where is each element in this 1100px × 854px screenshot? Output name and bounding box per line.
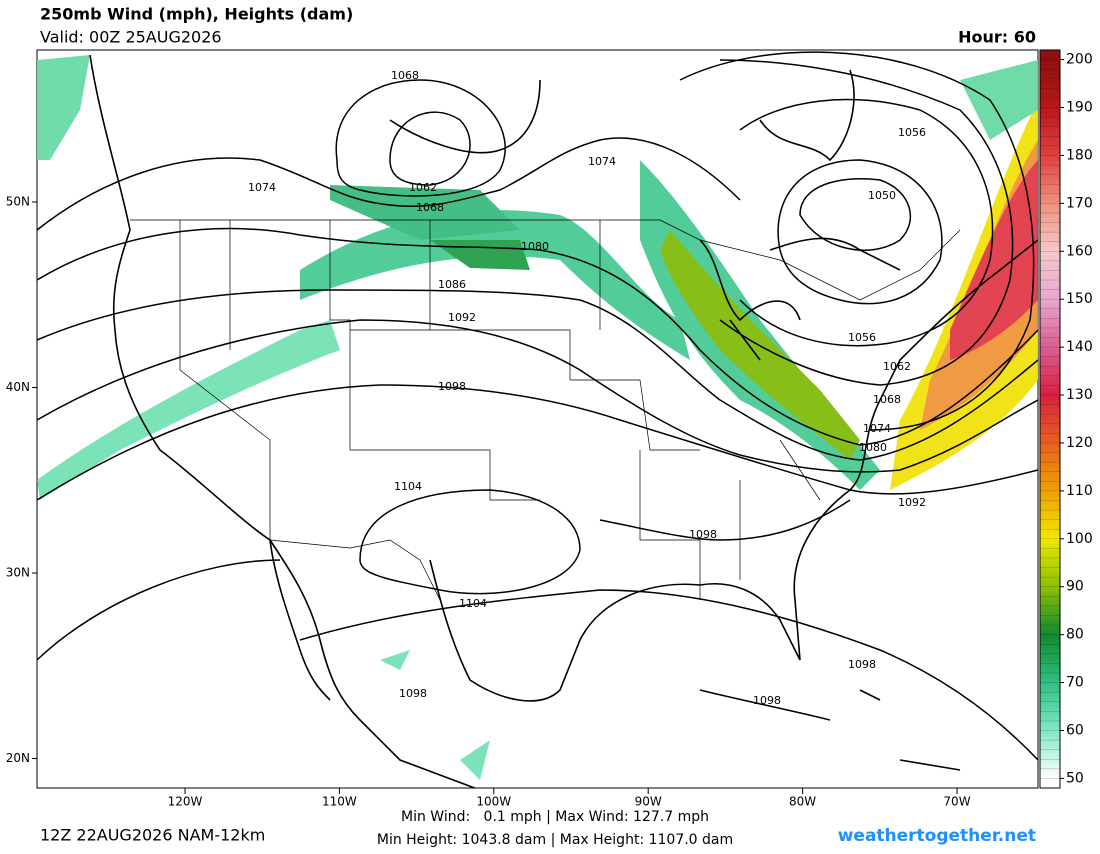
colorbar-label: 50 <box>1066 770 1084 786</box>
colorbar-label: 190 <box>1066 100 1093 116</box>
contour-label: 1074 <box>588 155 616 168</box>
contour-label: 1092 <box>898 496 926 509</box>
colorbar: 50 60 70 80 90 100 110 120 130 140 150 160 170 180 190… <box>1039 49 1093 789</box>
contour-label: 1050 <box>868 189 896 202</box>
model-run: 12Z 22AUG2026 NAM-12km <box>40 826 265 845</box>
colorbar-label: 90 <box>1066 579 1084 595</box>
colorbar-label: 70 <box>1066 675 1084 691</box>
height-contours <box>37 51 1038 761</box>
contour-label: 1074 <box>248 181 276 194</box>
colorbar-label: 120 <box>1066 435 1093 451</box>
lon-label: 70W <box>943 795 970 809</box>
valid-time: Valid: 00Z 25AUG2026 <box>40 28 222 47</box>
colorbar-label: 150 <box>1066 291 1093 307</box>
lat-label: 30N <box>6 566 30 580</box>
contour-label: 1098 <box>689 528 717 541</box>
contour-label: 1062 <box>409 181 437 194</box>
lon-label: 120W <box>168 795 203 809</box>
colorbar-fill <box>1039 49 1061 789</box>
forecast-hour: Hour: 60 <box>958 28 1036 47</box>
colorbar-label: 170 <box>1066 195 1093 211</box>
wind-stats: Min Wind: 0.1 mph | Max Wind: 127.7 mph <box>401 809 709 825</box>
colorbar-label: 140 <box>1066 339 1093 355</box>
colorbar-label: 130 <box>1066 387 1093 403</box>
contour-label: 1080 <box>521 240 549 253</box>
colorbar-label: 60 <box>1066 722 1084 738</box>
contour-label: 1098 <box>399 687 427 700</box>
contour-label: 1098 <box>848 658 876 671</box>
lat-label: 40N <box>6 380 30 394</box>
colorbar-label: 100 <box>1066 531 1093 547</box>
lat-label: 50N <box>6 195 30 209</box>
lon-label: 90W <box>635 795 662 809</box>
contour-label: 1056 <box>898 126 926 139</box>
borders <box>130 219 961 601</box>
longitude-axis: 120W 110W 100W 90W 80W 70W <box>168 788 971 809</box>
lon-label: 110W <box>322 795 357 809</box>
colorbar-label: 200 <box>1066 52 1093 68</box>
contour-label: 1068 <box>416 201 444 214</box>
contour-label: 1068 <box>391 69 419 82</box>
contour-label: 1056 <box>848 331 876 344</box>
lat-label: 20N <box>6 751 30 765</box>
contour-label: 1098 <box>753 694 781 707</box>
contour-label: 1086 <box>438 278 466 291</box>
lon-label: 100W <box>476 795 511 809</box>
contour-label: 1104 <box>394 480 422 493</box>
contour-label: 1074 <box>863 422 891 435</box>
colorbar-label: 180 <box>1066 147 1093 163</box>
contour-label: 1098 <box>438 380 466 393</box>
contour-label: 1092 <box>448 311 476 324</box>
coastlines <box>89 54 1038 788</box>
contour-labels: 1068 1062 1068 1074 1074 1080 1086 1092 … <box>248 69 926 707</box>
source-link[interactable]: weathertogether.net <box>838 826 1036 846</box>
height-stats: Min Height: 1043.8 dam | Max Height: 110… <box>377 832 733 848</box>
lon-label: 80W <box>789 795 816 809</box>
contour-label: 1104 <box>459 597 487 610</box>
colorbar-label: 160 <box>1066 243 1093 259</box>
colorbar-label: 110 <box>1066 483 1093 499</box>
contour-label: 1068 <box>873 393 901 406</box>
colorbar-label: 80 <box>1066 627 1084 643</box>
contour-label: 1080 <box>859 441 887 454</box>
map: 1068 1062 1068 1074 1074 1080 1086 1092 … <box>6 49 1039 809</box>
contour-label: 1062 <box>883 360 911 373</box>
title: 250mb Wind (mph), Heights (dam) <box>40 5 353 24</box>
wind-shading <box>37 55 1038 780</box>
latitude-axis: 50N 40N 30N 20N <box>6 195 37 765</box>
